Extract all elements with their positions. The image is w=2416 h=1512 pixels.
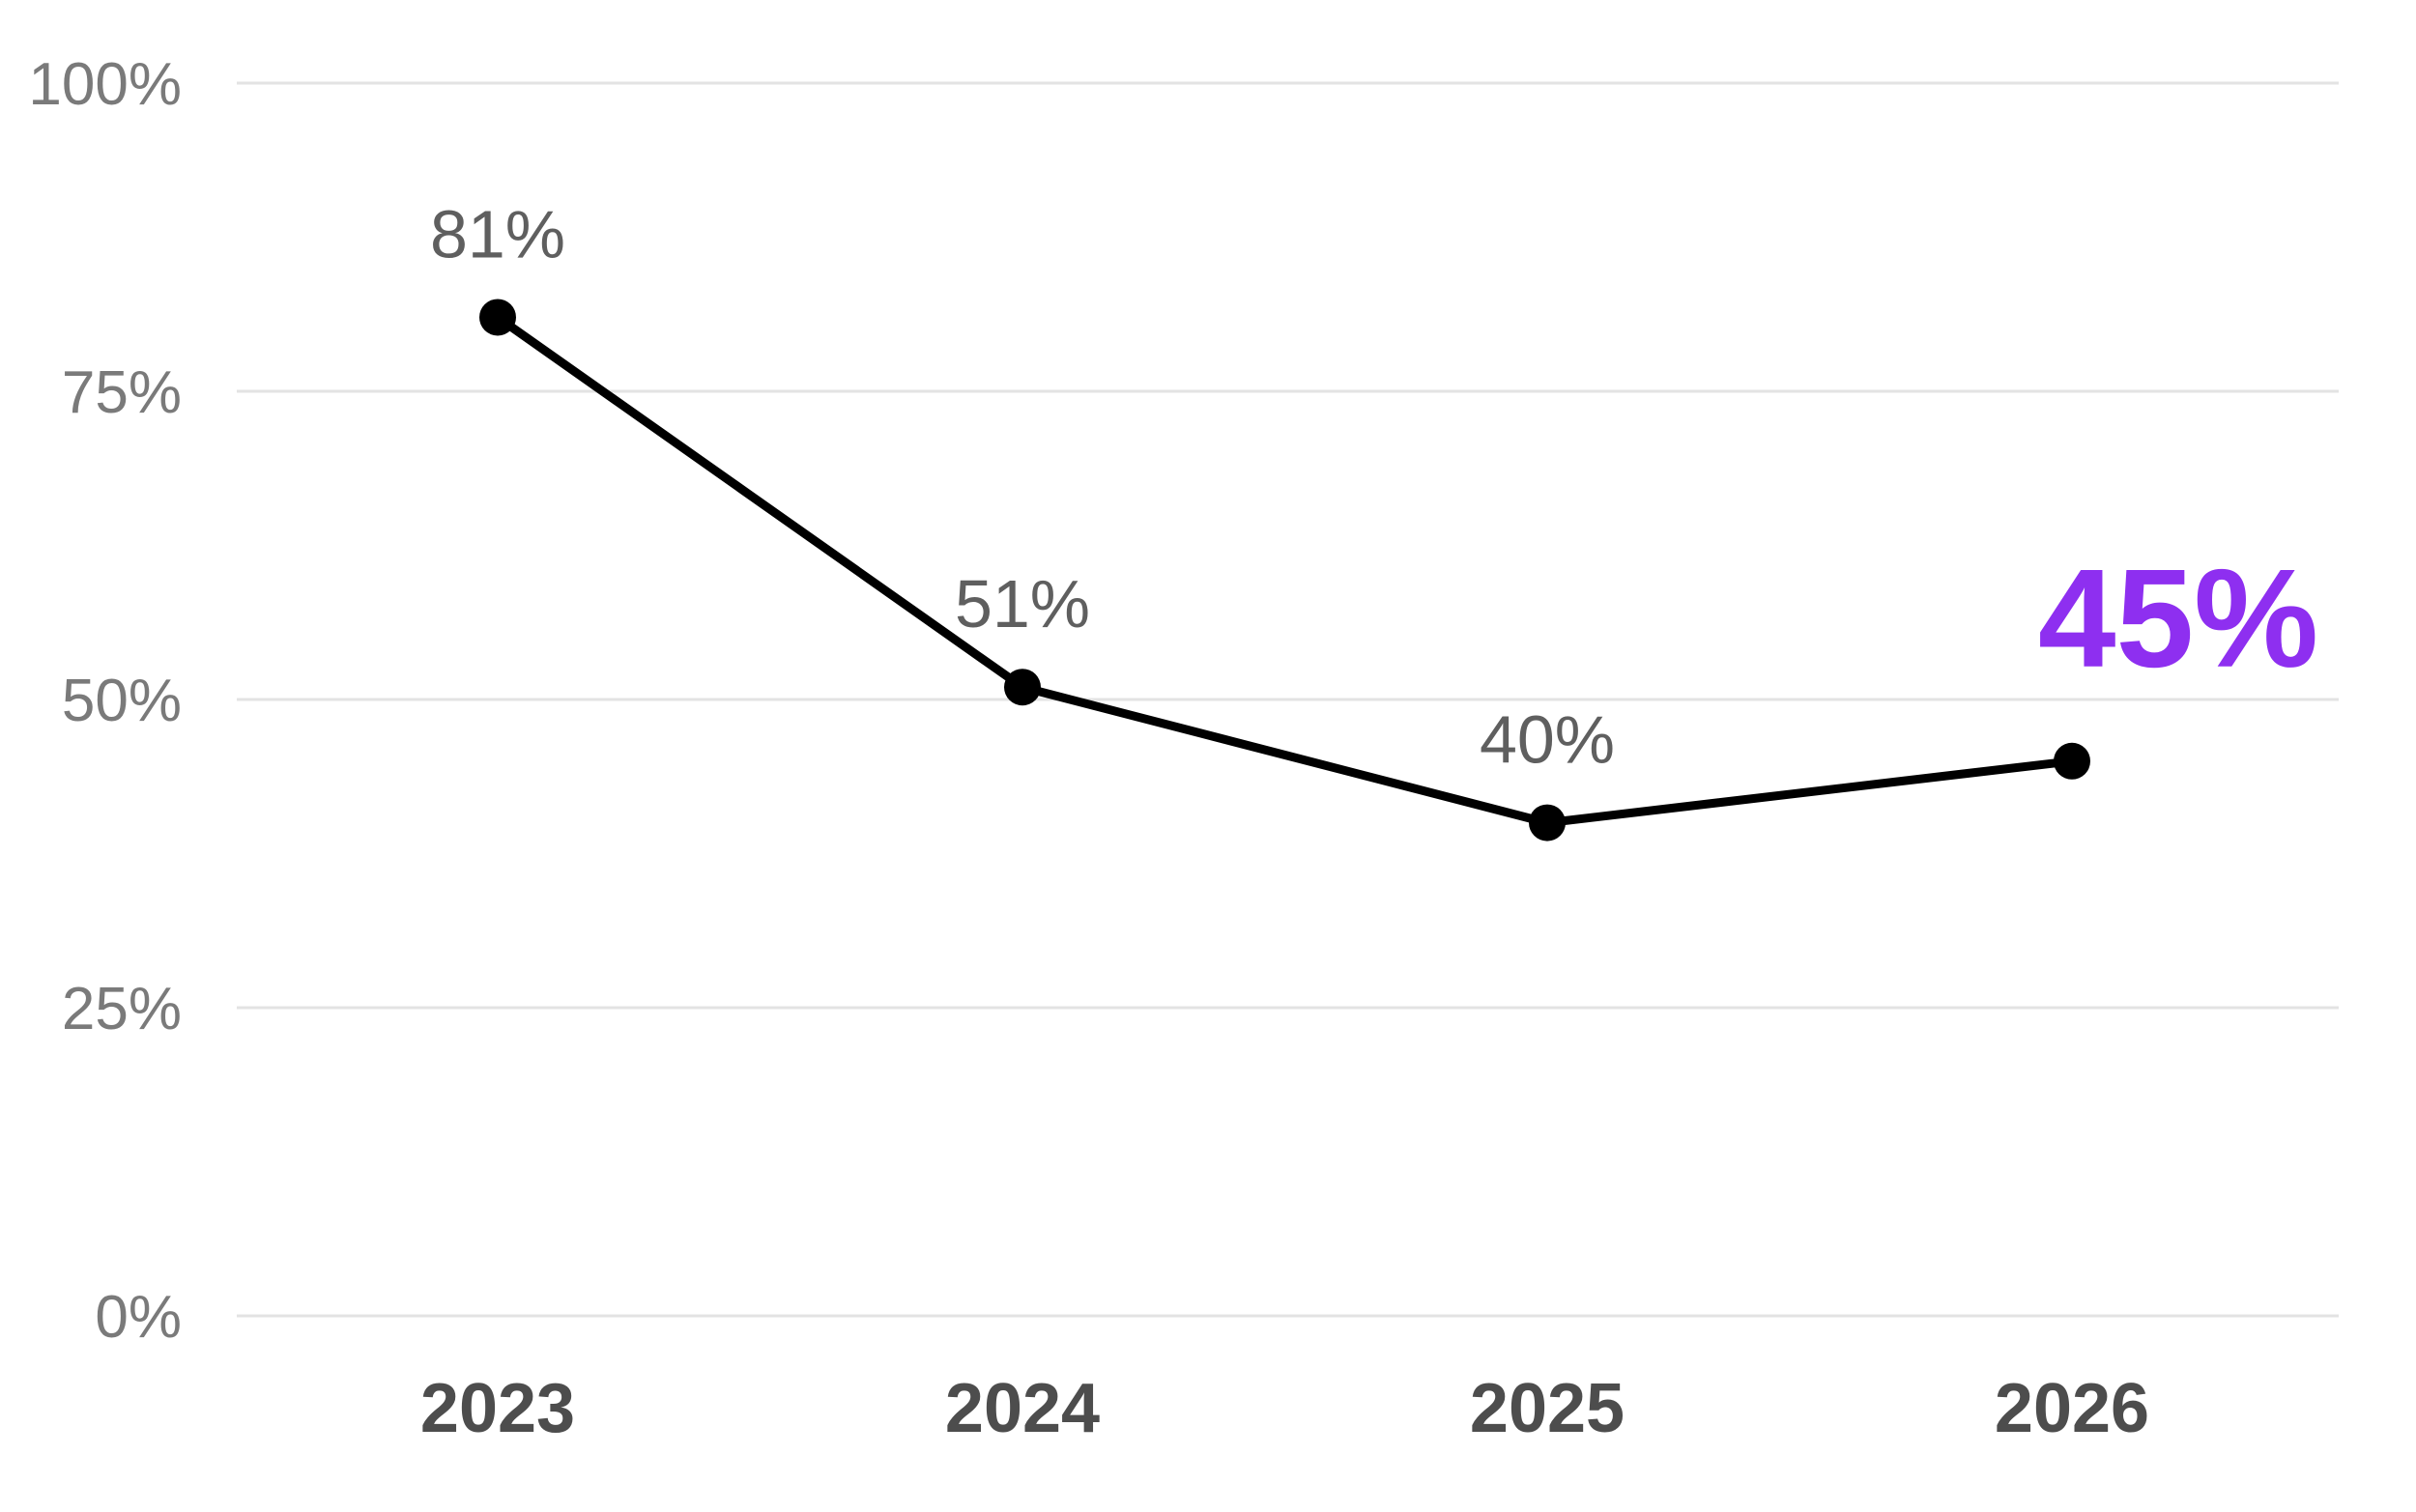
y-axis: 0% 25% 50% 75% 100% (28, 51, 182, 1351)
y-tick-label: 100% (28, 51, 182, 118)
highlight-data-label: 45% (2038, 540, 2318, 697)
data-label: 51% (955, 566, 1090, 642)
gridlines (237, 81, 2339, 1318)
y-tick-label: 50% (62, 668, 182, 734)
data-label: 40% (1480, 702, 1615, 778)
data-point (1529, 804, 1566, 842)
x-tick-label: 2025 (1470, 1370, 1625, 1447)
x-tick-label: 2026 (1995, 1370, 2149, 1447)
x-axis: 2023 2024 2025 2026 (420, 1370, 2149, 1447)
series-line (493, 312, 2077, 828)
y-tick-label: 75% (62, 359, 182, 426)
x-tick-label: 2024 (945, 1370, 1100, 1447)
data-point (479, 299, 516, 336)
data-point (1004, 669, 1041, 706)
y-tick-label: 0% (95, 1284, 182, 1351)
x-tick-label: 2023 (420, 1370, 575, 1447)
data-labels: 81% 51% 40% 45% (430, 196, 2318, 777)
data-point (2054, 742, 2090, 780)
y-tick-label: 25% (62, 976, 182, 1042)
data-label: 81% (430, 196, 565, 271)
series-line-group (479, 299, 2090, 842)
